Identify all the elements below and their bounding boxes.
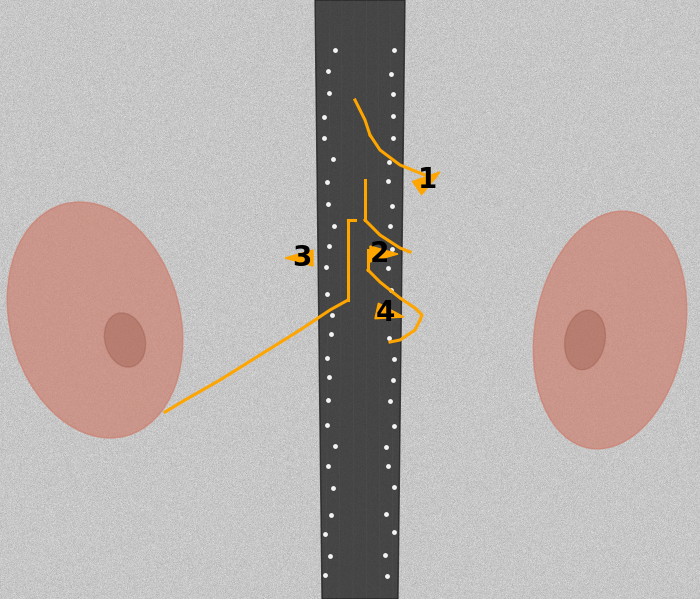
Polygon shape xyxy=(370,246,398,262)
Polygon shape xyxy=(315,0,405,599)
Polygon shape xyxy=(285,250,313,266)
Polygon shape xyxy=(375,303,404,319)
Polygon shape xyxy=(412,172,440,195)
Text: 3: 3 xyxy=(292,244,312,272)
Ellipse shape xyxy=(533,211,687,449)
Ellipse shape xyxy=(104,313,146,367)
Text: 2: 2 xyxy=(370,240,389,268)
Text: 1: 1 xyxy=(419,167,438,195)
Text: 4: 4 xyxy=(376,299,395,327)
Ellipse shape xyxy=(7,202,183,438)
Ellipse shape xyxy=(565,310,606,370)
